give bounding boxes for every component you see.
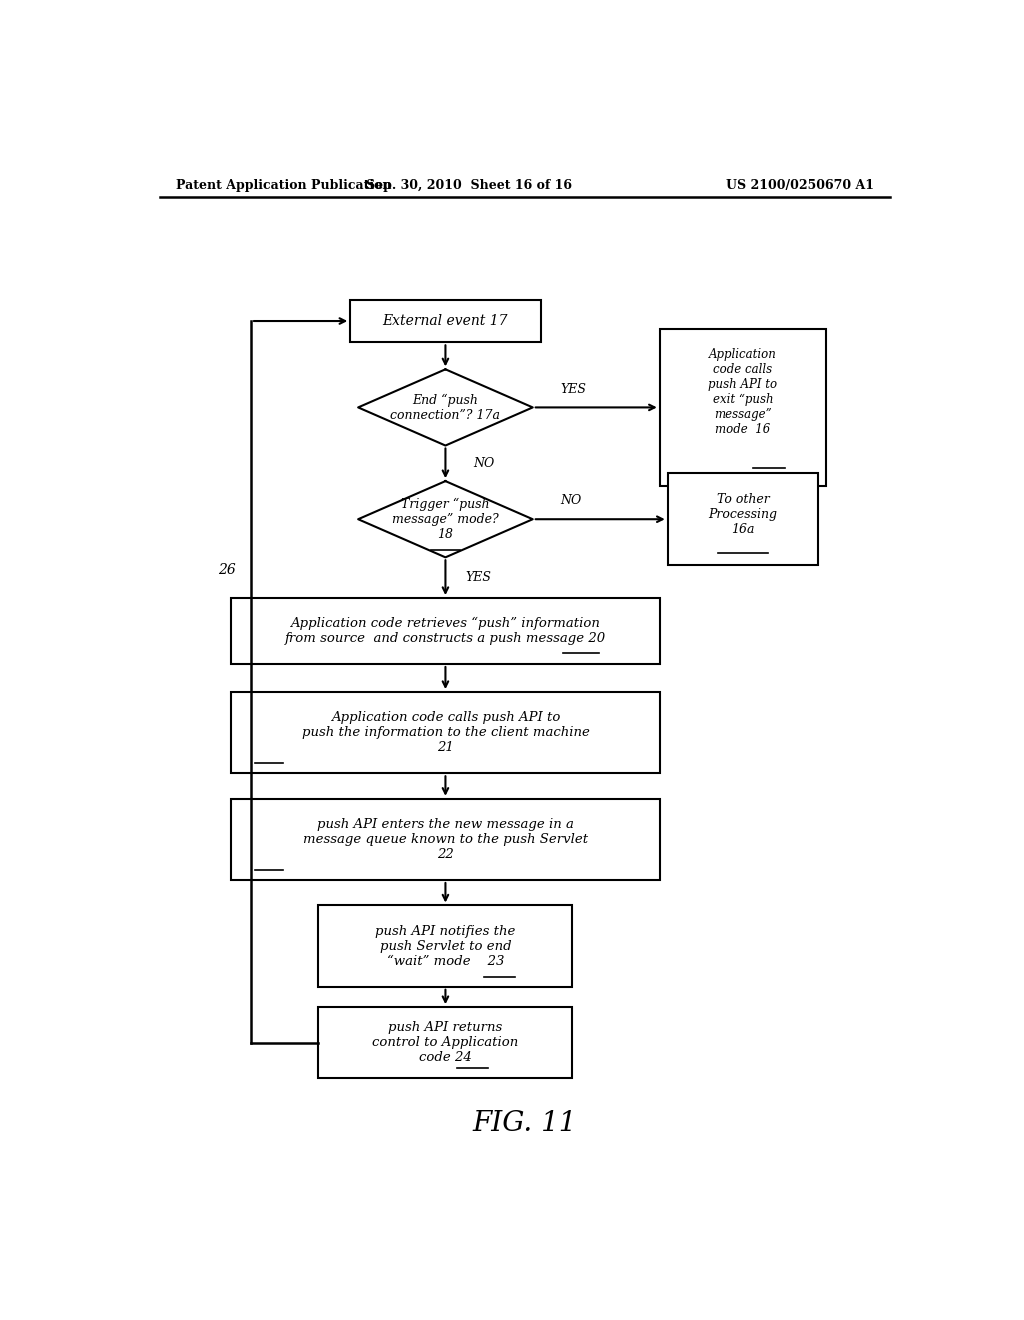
Text: YES: YES xyxy=(560,383,587,396)
FancyBboxPatch shape xyxy=(318,1007,572,1078)
Text: To other
Processing
16a: To other Processing 16a xyxy=(709,492,777,536)
Text: End “push
connection”? 17a: End “push connection”? 17a xyxy=(390,393,501,421)
Text: US 2100/0250670 A1: US 2100/0250670 A1 xyxy=(726,180,873,193)
FancyBboxPatch shape xyxy=(659,329,826,486)
FancyBboxPatch shape xyxy=(231,598,659,664)
Text: 26: 26 xyxy=(218,564,237,577)
Text: Application code calls push API to
push the information to the client machine
21: Application code calls push API to push … xyxy=(301,711,590,754)
Text: Application code retrieves “push” information
from source  and constructs a push: Application code retrieves “push” inform… xyxy=(285,616,606,645)
Text: push API returns
control to Application
code 24: push API returns control to Application … xyxy=(373,1022,518,1064)
FancyBboxPatch shape xyxy=(318,906,572,987)
FancyBboxPatch shape xyxy=(231,799,659,880)
Text: Application
code calls
push API to
exit “push
message”
mode  16: Application code calls push API to exit … xyxy=(709,348,777,436)
FancyBboxPatch shape xyxy=(350,300,541,342)
Text: push API notifies the
push Servlet to end
“wait” mode    23: push API notifies the push Servlet to en… xyxy=(375,924,516,968)
Text: Patent Application Publication: Patent Application Publication xyxy=(176,180,391,193)
Text: NO: NO xyxy=(560,495,582,507)
Text: External event 17: External event 17 xyxy=(383,314,508,329)
Text: NO: NO xyxy=(473,457,495,470)
Text: Sep. 30, 2010  Sheet 16 of 16: Sep. 30, 2010 Sheet 16 of 16 xyxy=(367,180,572,193)
Text: FIG. 11: FIG. 11 xyxy=(473,1110,577,1138)
Text: push API enters the new message in a
message queue known to the push Servlet
22: push API enters the new message in a mes… xyxy=(303,818,588,861)
Text: YES: YES xyxy=(465,572,492,585)
FancyBboxPatch shape xyxy=(668,474,818,565)
Text: Trigger “push
message” mode?
18: Trigger “push message” mode? 18 xyxy=(392,498,499,541)
FancyBboxPatch shape xyxy=(231,692,659,774)
